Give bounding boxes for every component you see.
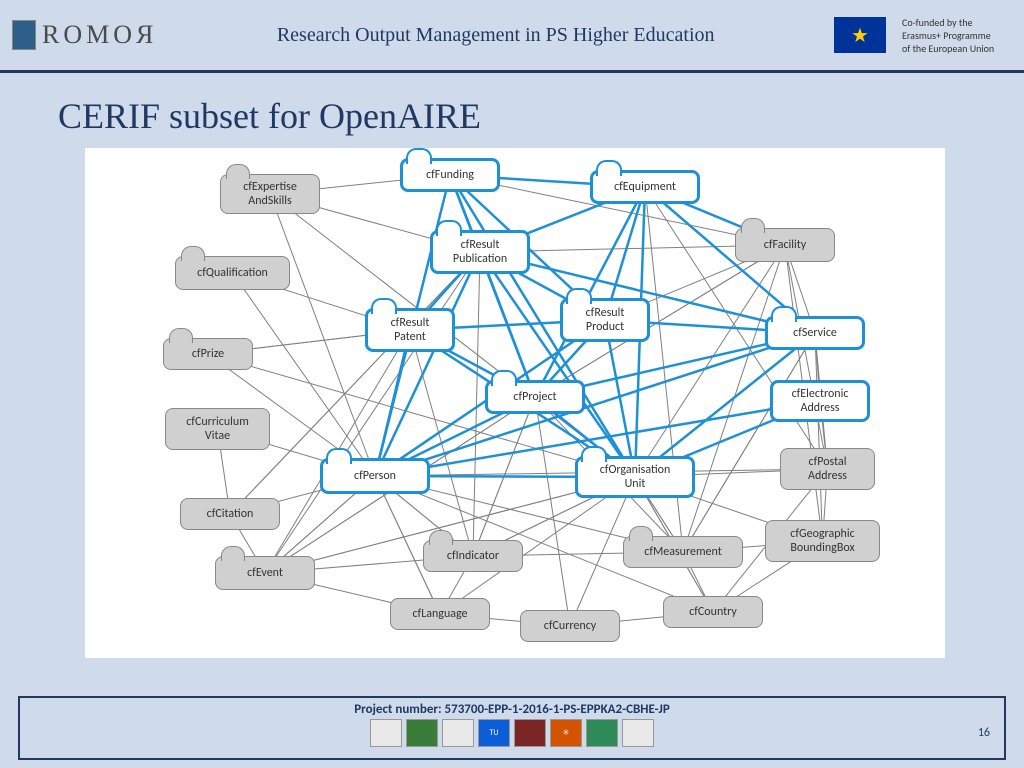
node-cap <box>326 448 352 464</box>
node-cap <box>741 218 765 233</box>
node-cap <box>771 306 797 322</box>
partner-logo <box>622 719 654 747</box>
node-eaddr: cfElectronicAddress <box>770 380 870 422</box>
slide-title: CERIF subset for OpenAIRE <box>58 95 481 137</box>
logo-text: ROMOЯ <box>42 20 157 50</box>
header-title: Research Output Management in PS Higher … <box>173 24 818 47</box>
node-cap <box>566 288 592 304</box>
node-orgunit: cfOrganisationUnit <box>575 456 695 498</box>
node-cap <box>436 220 462 236</box>
partner-logo <box>442 719 474 747</box>
node-event: cfEvent <box>215 556 315 590</box>
node-country: cfCountry <box>663 596 763 628</box>
node-cap <box>226 164 250 179</box>
eu-cofund-text: Co-funded by the Erasmus+ Programme of t… <box>902 16 1012 55</box>
node-cap <box>406 148 432 164</box>
partner-logo: ✳ <box>550 719 582 747</box>
node-geobox: cfGeographicBoundingBox <box>765 520 880 562</box>
romor-logo: ROMOЯ <box>12 20 157 50</box>
node-cap <box>371 298 397 314</box>
node-cap <box>181 246 205 261</box>
partner-logo <box>586 719 618 747</box>
node-cap <box>221 546 245 561</box>
partner-logo <box>406 719 438 747</box>
node-cap <box>169 328 193 343</box>
node-citation: cfCitation <box>180 498 280 530</box>
node-paddr: cfPostalAddress <box>780 448 875 490</box>
eu-flag-icon: ★ <box>834 17 886 53</box>
header: ROMOЯ Research Output Management in PS H… <box>0 0 1024 73</box>
partner-logo: TU <box>478 719 510 747</box>
node-language: cfLanguage <box>390 598 490 630</box>
logo-icon <box>12 20 36 50</box>
network-diagram: cfFundingcfEquipmentcfExpertiseAndSkills… <box>85 148 945 658</box>
node-cap <box>596 160 622 176</box>
node-resultpub: cfResultPublication <box>430 230 530 274</box>
node-cap <box>581 446 607 462</box>
partner-logo <box>370 719 402 747</box>
node-qualification: cfQualification <box>175 256 290 290</box>
node-resultpatent: cfResultPatent <box>365 308 455 352</box>
node-cap <box>491 370 517 386</box>
footer: Project number: 573700-EPP-1-2016-1-PS-E… <box>18 696 1006 760</box>
node-expertise: cfExpertiseAndSkills <box>220 174 320 214</box>
node-resultprod: cfResultProduct <box>560 298 650 342</box>
slide: ROMOЯ Research Output Management in PS H… <box>0 0 1024 768</box>
node-cap <box>629 526 653 541</box>
eu-line2: Erasmus+ Programme <box>902 29 1012 42</box>
partner-logo <box>514 719 546 747</box>
eu-line3: of the European Union <box>902 42 1012 55</box>
page-number: 16 <box>978 726 990 740</box>
node-currency: cfCurrency <box>520 610 620 642</box>
partner-logos: TU ✳ <box>20 719 1004 747</box>
eu-line1: Co-funded by the <box>902 16 1012 29</box>
node-cv: cfCurriculumVitae <box>165 408 270 450</box>
project-number: Project number: 573700-EPP-1-2016-1-PS-E… <box>20 702 1004 717</box>
node-facility: cfFacility <box>735 228 835 262</box>
node-cap <box>429 530 453 545</box>
